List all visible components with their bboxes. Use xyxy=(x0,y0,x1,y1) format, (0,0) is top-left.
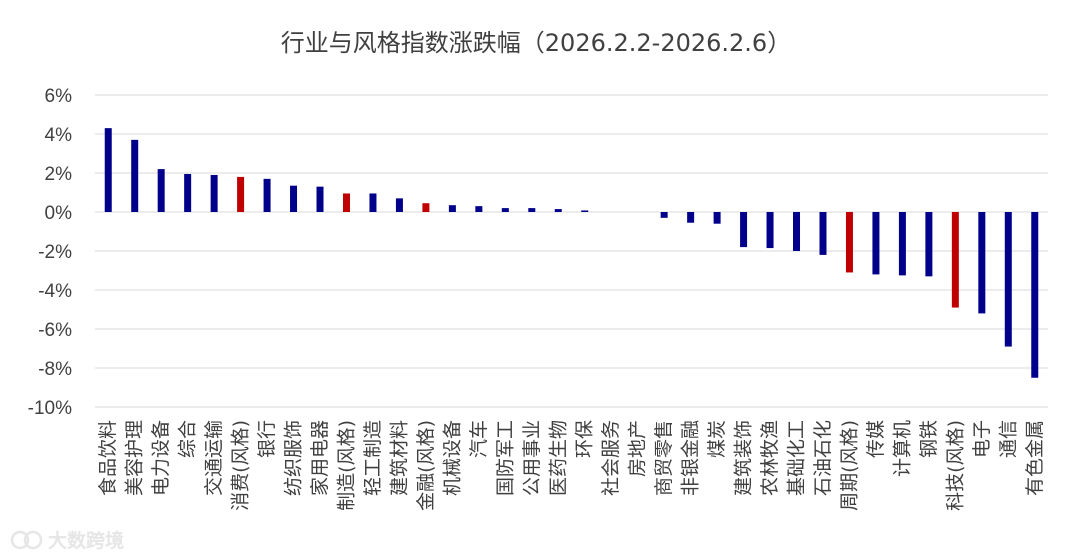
bar xyxy=(157,169,165,212)
bar xyxy=(290,185,298,212)
bar xyxy=(581,210,589,212)
x-tick-label: 建筑材料 xyxy=(388,420,410,496)
x-tick-label: 交通运输 xyxy=(203,420,225,496)
x-tick-label: 纺织服饰 xyxy=(283,420,305,496)
watermark: 大数跨境 xyxy=(10,529,124,552)
y-tick-label: 0% xyxy=(45,203,73,224)
x-tick-label: 金融(风格) xyxy=(415,420,437,511)
bar xyxy=(925,212,933,277)
x-tick-label: 综合 xyxy=(177,420,199,458)
bar xyxy=(660,212,668,218)
bar xyxy=(316,186,324,212)
y-axis-ticks: 6% 4% 2% 0% -2% -4% -6% -8% -10% xyxy=(28,86,72,419)
x-tick-label: 科技(风格) xyxy=(944,420,966,511)
x-tick-label: 传媒 xyxy=(865,420,887,458)
bar xyxy=(528,208,536,212)
watermark-text: 大数跨境 xyxy=(48,529,124,552)
bar xyxy=(554,209,562,212)
x-tick-label: 汽车 xyxy=(468,420,490,458)
bar xyxy=(898,212,906,276)
x-tick-label: 计算机 xyxy=(891,420,913,477)
x-tick-label: 农林牧渔 xyxy=(759,420,781,496)
x-tick-label: 机械设备 xyxy=(441,420,463,496)
grid-layer xyxy=(95,94,1048,408)
bar xyxy=(951,212,959,308)
bar xyxy=(210,174,218,212)
watermark-logo-icon xyxy=(10,530,43,550)
bar xyxy=(475,206,483,212)
x-axis-labels: 食品饮料 美容护理 电力设备 综合 交通运输 消费(风格) 银行 纺织服饰 家用电器 制造(风格)… xyxy=(97,420,1046,511)
x-tick-label: 国防军工 xyxy=(494,420,516,496)
y-tick-label: 2% xyxy=(45,164,73,185)
bar xyxy=(422,203,430,212)
x-tick-label: 公用事业 xyxy=(521,420,543,496)
y-tick-label: -6% xyxy=(38,320,72,341)
chart-title: 行业与风格指数涨跌幅（2026.2.2-2026.2.6） xyxy=(281,29,791,57)
bar xyxy=(713,212,721,224)
bar xyxy=(131,139,139,212)
bar xyxy=(1031,212,1039,378)
bar xyxy=(104,128,112,212)
bar xyxy=(501,208,509,212)
bar xyxy=(978,212,986,314)
bar xyxy=(395,198,403,212)
y-tick-label: -4% xyxy=(38,281,72,302)
bar xyxy=(872,212,880,275)
bar xyxy=(740,212,748,248)
y-tick-label: 4% xyxy=(45,125,73,146)
bar xyxy=(342,193,350,212)
x-tick-label: 轻工制造 xyxy=(362,420,384,496)
x-tick-label: 电子 xyxy=(971,420,993,458)
x-tick-label: 有色金属 xyxy=(1024,420,1046,496)
x-tick-label: 制造(风格) xyxy=(335,420,357,511)
bar xyxy=(448,205,456,212)
y-tick-label: -8% xyxy=(38,359,72,380)
x-tick-label: 房地产 xyxy=(627,420,649,477)
x-tick-label: 环保 xyxy=(574,420,596,458)
bar xyxy=(766,212,774,249)
y-tick-label: 6% xyxy=(45,86,73,107)
x-tick-label: 电力设备 xyxy=(150,420,172,496)
x-tick-label: 社会服务 xyxy=(600,420,622,496)
bar xyxy=(369,193,377,212)
x-tick-label: 银行 xyxy=(256,420,278,458)
bars xyxy=(104,128,1039,378)
bar xyxy=(1004,212,1012,347)
x-tick-label: 建筑装饰 xyxy=(733,420,755,496)
bar xyxy=(263,178,271,212)
x-tick-label: 消费(风格) xyxy=(230,420,252,511)
bar xyxy=(184,173,192,212)
bar xyxy=(845,212,853,273)
x-tick-label: 周期(风格) xyxy=(838,420,860,511)
x-tick-label: 钢铁 xyxy=(918,420,940,458)
x-tick-label: 商贸零售 xyxy=(653,420,675,496)
x-tick-label: 非银金融 xyxy=(680,420,702,496)
x-tick-label: 石油石化 xyxy=(812,420,834,496)
y-tick-label: -2% xyxy=(38,242,72,263)
bar xyxy=(237,176,245,212)
x-tick-label: 煤炭 xyxy=(706,420,728,458)
y-tick-label: -10% xyxy=(28,398,72,419)
bar xyxy=(687,212,695,223)
x-tick-label: 家用电器 xyxy=(309,420,331,496)
bar xyxy=(819,212,827,255)
x-tick-label: 通信 xyxy=(997,420,1019,458)
bar xyxy=(793,212,801,251)
x-tick-label: 美容护理 xyxy=(124,420,146,496)
x-tick-label: 食品饮料 xyxy=(97,420,119,496)
x-tick-label: 医药生物 xyxy=(547,420,569,496)
x-tick-label: 基础化工 xyxy=(786,420,808,496)
